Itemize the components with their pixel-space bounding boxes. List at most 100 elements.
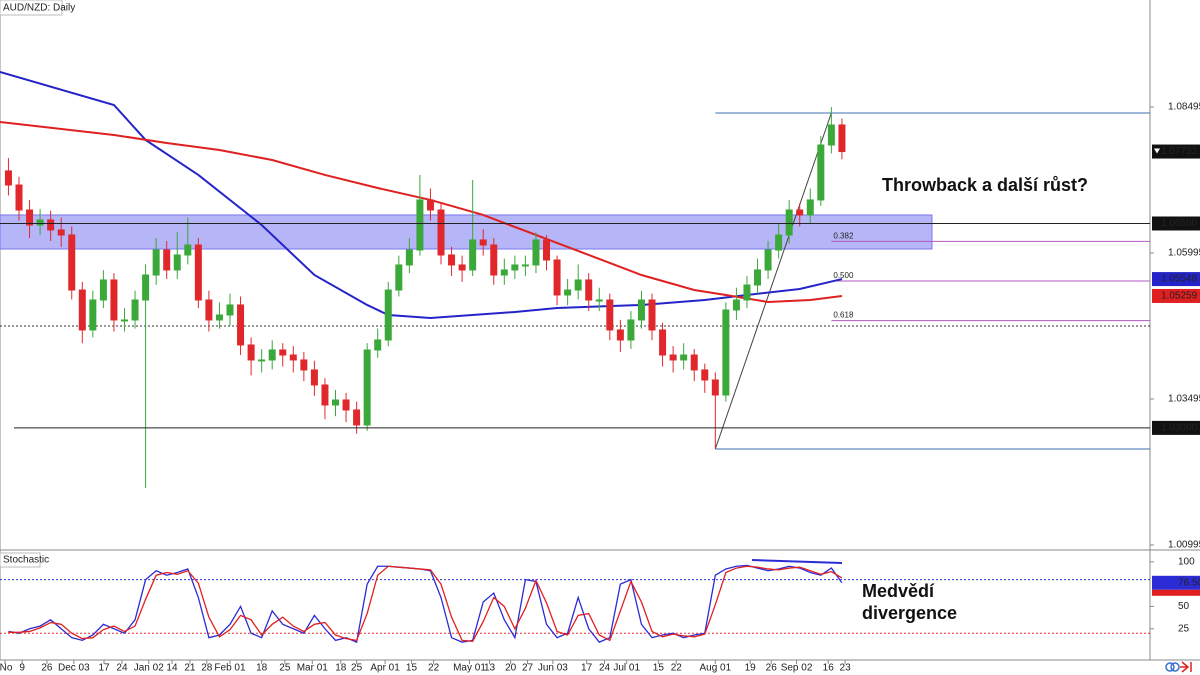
x-tick-label: 24 (116, 663, 128, 674)
x-tick-label: Aug 01 (699, 663, 731, 674)
candle-body (637, 299, 645, 321)
candle-body (785, 209, 793, 236)
price-label-box (1152, 272, 1200, 287)
candle-body (342, 399, 350, 411)
candle-body (416, 199, 424, 251)
candle-body (521, 264, 529, 267)
x-tick-label: 17 (98, 663, 110, 674)
indicator-title-box (0, 552, 41, 568)
price-label: 1.06500 (1161, 218, 1198, 229)
candle-body (426, 199, 434, 211)
current-value-label: 76.50 (1178, 577, 1200, 588)
x-tick-label: May 01 (453, 663, 486, 674)
y-tick-label: 25 (1178, 623, 1190, 634)
x-tick-label: Sep 02 (781, 663, 813, 674)
link-icon[interactable] (1165, 662, 1175, 672)
candle-body (838, 124, 846, 153)
x-tick-label: 14 (166, 663, 178, 674)
candle-body (648, 299, 656, 331)
candle-body (469, 239, 477, 271)
candle-body (4, 170, 12, 186)
current-value-box-2 (1152, 589, 1200, 596)
x-tick-label: Apr 01 (370, 663, 400, 674)
candle-body (289, 354, 297, 361)
link-icon[interactable] (1170, 662, 1180, 672)
candle-body (659, 329, 667, 356)
candle-body (500, 269, 508, 276)
candle-body (363, 349, 371, 426)
candle-body (26, 209, 34, 226)
scroll-icon[interactable] (1180, 661, 1192, 673)
chart-title: AUD/NZD: Daily (3, 3, 75, 14)
candle-body (395, 264, 403, 291)
candle-body (806, 199, 814, 216)
price-label-box (1152, 216, 1200, 231)
candle-body (606, 299, 614, 331)
candle-body (732, 299, 740, 311)
x-tick-label: Mar 01 (297, 663, 329, 674)
candle-body (57, 229, 65, 236)
candle-body (490, 244, 498, 276)
x-tick-label: No (0, 663, 13, 674)
x-tick-label: Jan 02 (134, 663, 164, 674)
trend-line (714, 112, 832, 450)
candle-body (99, 279, 107, 301)
price-label: 1.05259 (1161, 291, 1198, 302)
candle-body (173, 254, 181, 271)
candle-body (247, 344, 255, 361)
candle-body (215, 314, 223, 321)
stoch-line (8, 565, 843, 642)
annotation: Throwback a další růst? (882, 175, 1088, 195)
candle-body (616, 329, 624, 341)
candle-body (374, 339, 382, 351)
x-tick-label: 24 (599, 663, 611, 674)
candle-body (754, 269, 762, 286)
x-tick-label: 13 (484, 663, 496, 674)
x-tick-label: 28 (201, 663, 213, 674)
x-tick-label: 27 (522, 663, 534, 674)
candle-body (564, 289, 572, 296)
candle-body (479, 239, 487, 246)
candle-body (458, 264, 466, 271)
candle-body (796, 209, 804, 216)
price-label: 1.03000 (1161, 423, 1198, 434)
x-tick-label: 26 (766, 663, 778, 674)
candle-body (532, 239, 540, 266)
candle-body (268, 349, 276, 361)
x-tick-label: 25 (279, 663, 291, 674)
x-tick-label: Jul 01 (613, 663, 640, 674)
candle-body (47, 219, 55, 231)
candle-body (89, 299, 97, 331)
moving-average (0, 71, 843, 319)
candle-body (237, 304, 245, 346)
x-tick-label: 15 (653, 663, 665, 674)
y-tick-label: 1.03495 (1168, 394, 1200, 405)
candle-body (205, 299, 213, 321)
candle-body (300, 359, 308, 371)
price-label-box (1152, 144, 1200, 159)
candle-body (553, 259, 561, 296)
x-tick-label: Feb 01 (214, 663, 246, 674)
y-tick-label: 1.08495 (1168, 102, 1200, 113)
annotation: divergence (862, 603, 957, 623)
x-tick-label: 17 (581, 663, 593, 674)
x-tick-label: 23 (840, 663, 852, 674)
candle-body (15, 184, 23, 211)
x-tick-label: Jun 03 (538, 663, 568, 674)
candle-body (258, 359, 266, 362)
candle-body (163, 249, 171, 271)
candle-body (585, 279, 593, 301)
x-tick-label: 16 (823, 663, 835, 674)
candle-body (743, 284, 751, 301)
indicator-title: Stochastic (3, 555, 49, 566)
price-label-box (1152, 420, 1200, 435)
price-label: 1.05548 (1161, 274, 1198, 285)
candle-body (595, 299, 603, 302)
x-tick-label: 19 (745, 663, 757, 674)
fib-label: 0.500 (833, 271, 854, 280)
x-tick-label: Dec 03 (58, 663, 90, 674)
candle-body (543, 239, 551, 261)
